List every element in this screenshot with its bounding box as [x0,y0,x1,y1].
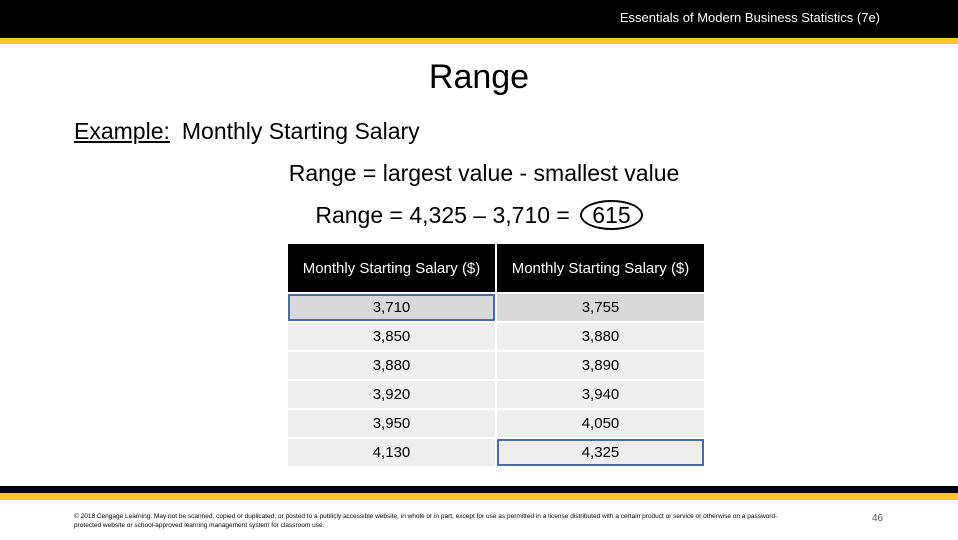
footer-black-stripe [0,486,958,493]
table-row: 3,850 3,880 [288,323,704,350]
example-text: Monthly Starting Salary [181,118,420,144]
table-cell: 3,755 [497,294,704,321]
table-row: 3,920 3,940 [288,381,704,408]
table-header-row: Monthly Starting Salary ($) Monthly Star… [288,244,704,292]
table-cell: 3,890 [497,352,704,379]
formula-prefix: Range = 4,325 – 3,710 = [315,202,570,228]
table-cell: 3,850 [288,323,495,350]
table-header-cell: Monthly Starting Salary ($) [497,244,704,292]
table-cell: 4,050 [497,410,704,437]
header-title: Essentials of Modern Business Statistics… [619,10,880,25]
table-cell: 3,920 [288,381,495,408]
table-cell: 4,130 [288,439,495,466]
table-row: 4,130 4,325 [288,439,704,466]
formula-result-circled: 615 [580,200,643,230]
table-cell: 3,880 [497,323,704,350]
salary-table: Monthly Starting Salary ($) Monthly Star… [286,242,706,468]
table-row: 3,880 3,890 [288,352,704,379]
example-label: Example: [74,118,170,144]
slide-title: Range [428,58,530,96]
copyright-notice: © 2018 Cengage Learning. May not be scan… [74,513,778,529]
formula-line-2: Range = 4,325 – 3,710 = 615 [0,200,958,230]
footer-gold-stripe [0,493,958,500]
table-cell-largest-value: 4,325 [497,439,704,466]
table-cell: 3,880 [288,352,495,379]
formula-line-1: Range = largest value - smallest value [288,160,680,186]
header-bar: Essentials of Modern Business Statistics… [0,0,958,38]
table-cell: 3,940 [497,381,704,408]
table-cell: 3,950 [288,410,495,437]
table-row: 3,950 4,050 [288,410,704,437]
table-header-cell: Monthly Starting Salary ($) [288,244,495,292]
table-cell-smallest-value: 3,710 [288,294,495,321]
page-number: 46 [872,513,884,524]
table-row: 3,710 3,755 [288,294,704,321]
example-line: Example: Monthly Starting Salary [74,118,420,145]
header-gold-stripe [0,38,958,44]
